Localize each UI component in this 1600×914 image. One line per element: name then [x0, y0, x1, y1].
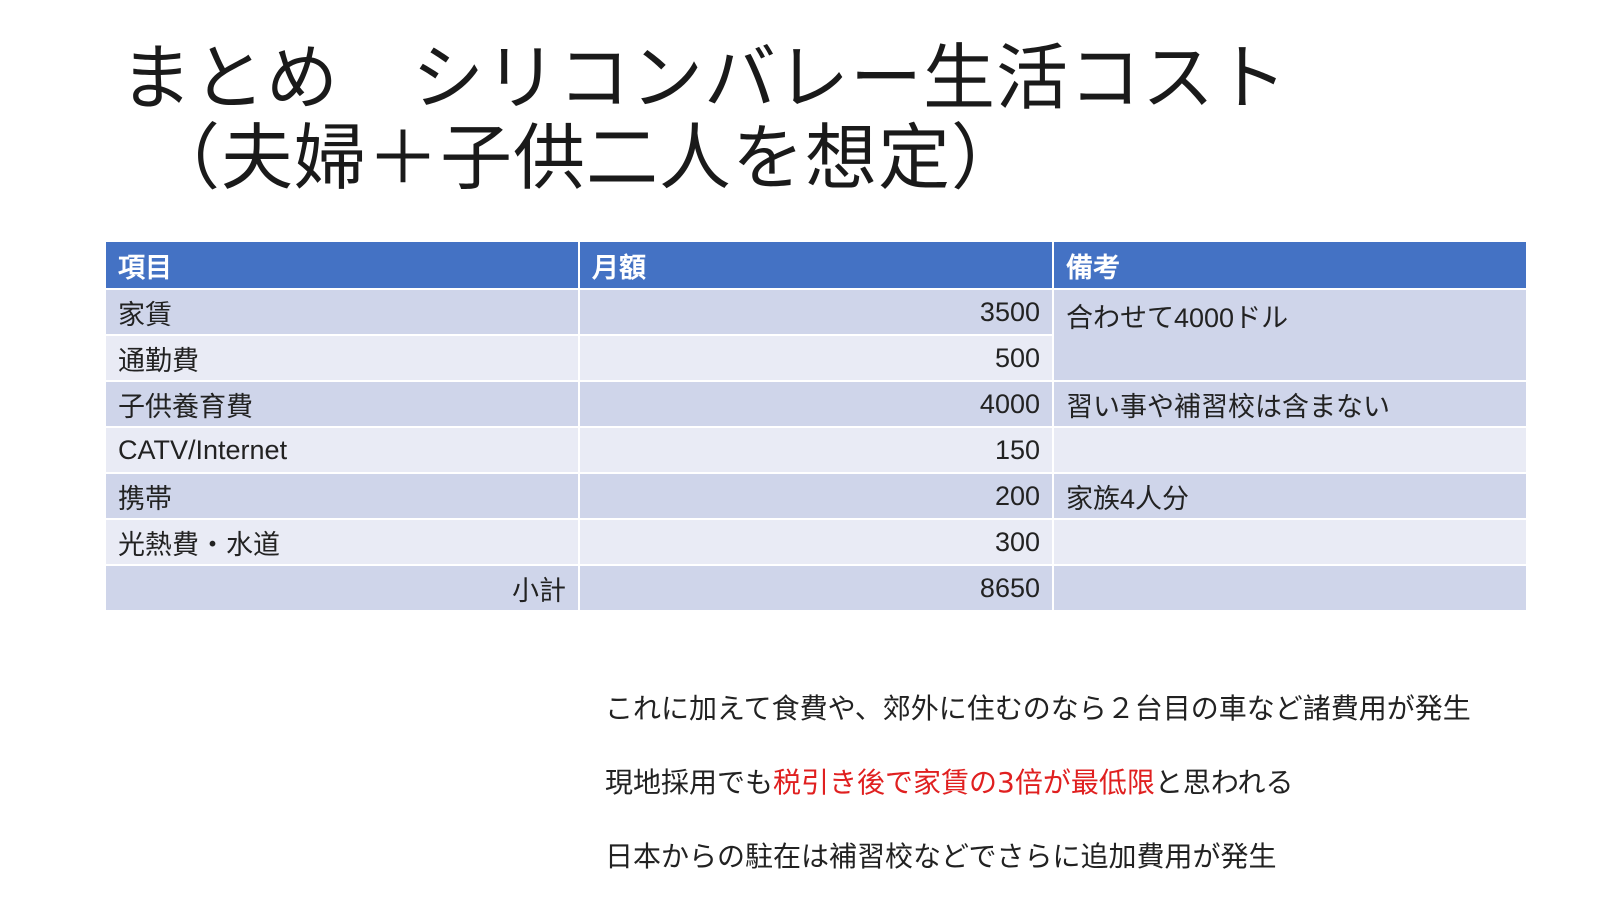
cell-item: 家賃 — [104, 288, 580, 336]
header-item: 項目 — [104, 240, 580, 290]
cell-amount: 300 — [578, 518, 1054, 566]
subtotal-amount: 8650 — [578, 564, 1054, 612]
note-line-1: これに加えて食費や、郊外に住むのなら２台目の車など諸費用が発生 — [605, 692, 1471, 725]
cost-table: 項目 月額 備考 家賃 3500 合わせて4000ドル 通勤費 500 子供養育… — [104, 240, 1528, 612]
table-row: 光熱費・水道 300 — [104, 518, 1528, 566]
cell-item: 通勤費 — [104, 334, 580, 382]
cell-item: 携帯 — [104, 472, 580, 520]
subtotal-label: 小計 — [104, 564, 580, 612]
subtotal-row: 小計 8650 — [104, 564, 1528, 612]
note-line-2-suffix: と思われる — [1154, 766, 1294, 799]
table-header-row: 項目 月額 備考 — [104, 240, 1528, 290]
note-line-3: 日本からの駐在は補習校などでさらに追加費用が発生 — [605, 840, 1277, 873]
cell-amount: 200 — [578, 472, 1054, 520]
note-line-2-highlight: 税引き後で家賃の3倍が最低限 — [773, 766, 1155, 799]
notes-block: これに加えて食費や、郊外に住むのなら２台目の車など諸費用が発生 現地採用でも税引… — [605, 692, 1585, 914]
cell-note — [1052, 426, 1528, 474]
cell-item: CATV/Internet — [104, 426, 580, 474]
table-row: 家賃 3500 合わせて4000ドル — [104, 288, 1528, 382]
header-amount: 月額 — [578, 240, 1054, 290]
cell-item: 光熱費・水道 — [104, 518, 580, 566]
title-line-1: まとめ シリコンバレー生活コスト — [120, 36, 1289, 120]
title-line-2: （夫婦＋子供二人を想定） — [148, 116, 1025, 200]
cell-item: 子供養育費 — [104, 380, 580, 428]
subtotal-note — [1052, 564, 1528, 612]
cell-amount: 500 — [578, 334, 1054, 382]
table-row: CATV/Internet 150 — [104, 426, 1528, 474]
slide-title: まとめ シリコンバレー生活コスト （夫婦＋子供二人を想定） — [120, 38, 1560, 198]
cell-amount: 4000 — [578, 380, 1054, 428]
cell-note — [1052, 518, 1528, 566]
table-row: 子供養育費 4000 習い事や補習校は含まない — [104, 380, 1528, 428]
cell-note-merged: 合わせて4000ドル — [1052, 288, 1528, 382]
cell-amount: 150 — [578, 426, 1054, 474]
cell-amount: 3500 — [578, 288, 1054, 336]
table-row: 携帯 200 家族4人分 — [104, 472, 1528, 520]
table-row: 通勤費 500 — [104, 334, 1527, 382]
cell-note: 習い事や補習校は含まない — [1052, 380, 1528, 428]
cell-note: 家族4人分 — [1052, 472, 1528, 520]
note-line-2: 現地採用でも税引き後で家賃の3倍が最低限と思われる — [605, 766, 1585, 800]
note-line-2-prefix: 現地採用でも — [605, 766, 774, 799]
header-note: 備考 — [1052, 240, 1528, 290]
